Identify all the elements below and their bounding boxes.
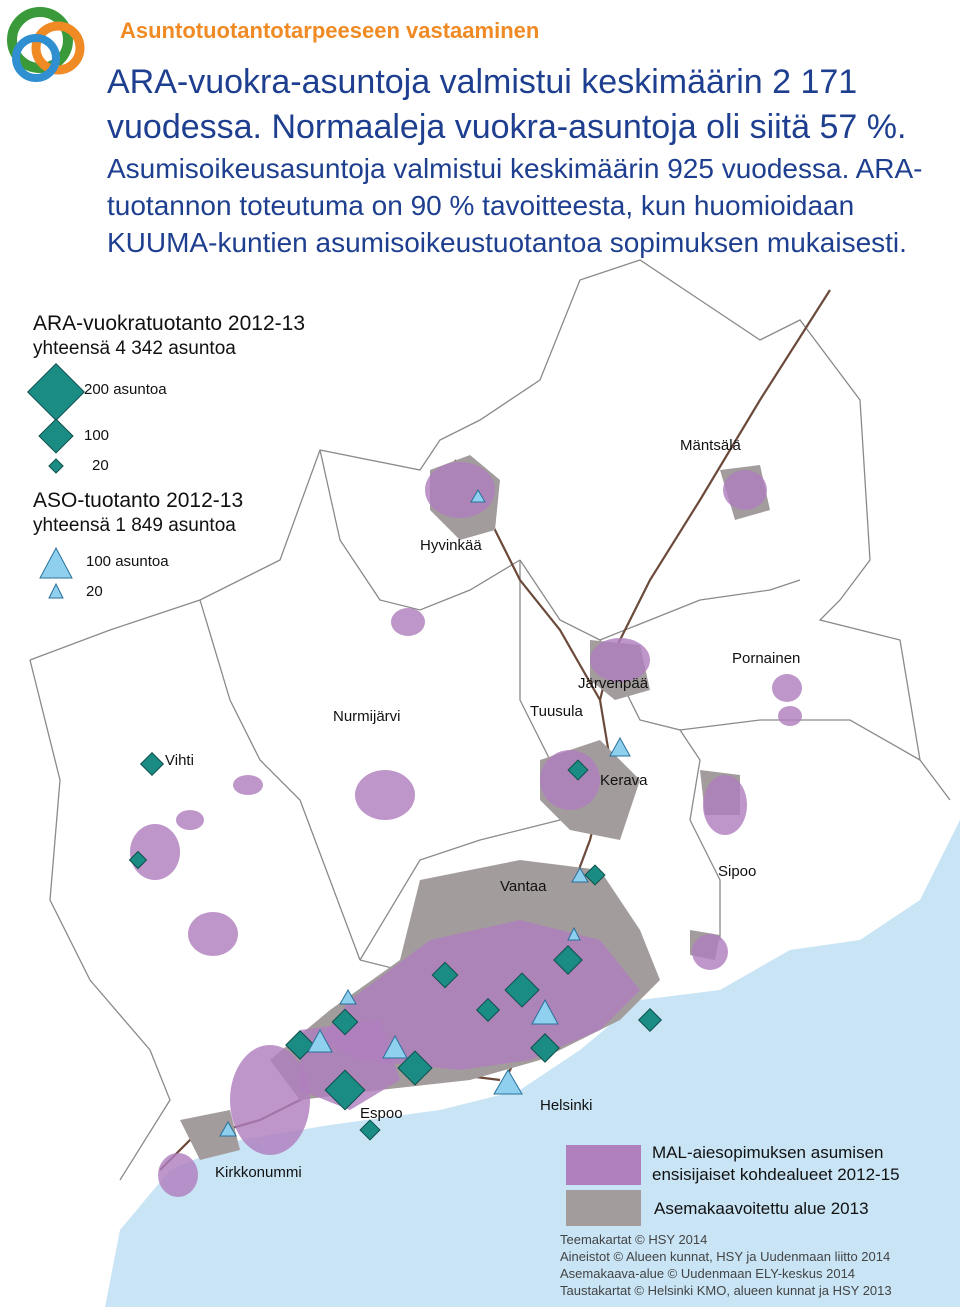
- intro: ARA-vuokra-asuntoja valmistui keskimääri…: [107, 60, 947, 261]
- place-label: Mäntsälä: [680, 437, 742, 454]
- intro-lead: ARA-vuokra-asuntoja valmistui keskimääri…: [107, 63, 907, 146]
- place-label: Tuusula: [530, 703, 583, 720]
- place-label: Hyvinkää: [420, 537, 482, 554]
- credits: Teemakartat © HSY 2014 Aineistot © Alueen…: [560, 1232, 892, 1298]
- place-label: Järvenpää: [578, 675, 649, 692]
- legend-label-box: MAL-aiesopimuksen asumisen ensisijaiset …: [652, 1143, 900, 1184]
- legend-size: 20: [92, 457, 109, 474]
- legend-swatch: [566, 1145, 641, 1185]
- legend-label: Asemakaavoitettu alue 2013: [654, 1199, 869, 1218]
- place-label: Sipoo: [718, 863, 756, 880]
- legend-total: yhteensä 4 342 asuntoa: [33, 338, 236, 359]
- place-label: Vihti: [165, 752, 194, 769]
- place-label: Pornainen: [732, 650, 800, 667]
- priority-area: [130, 462, 802, 1197]
- place-label: Vantaa: [500, 878, 547, 895]
- legend-size: 100: [84, 427, 109, 444]
- place-label: Nurmijärvi: [333, 708, 401, 725]
- logo: [7, 7, 85, 82]
- ara-symbols: [27, 363, 663, 1141]
- place-label: Kerava: [600, 772, 648, 789]
- legend-title: ARA-vuokratuotanto 2012-13: [33, 312, 305, 335]
- legend-total: yhteensä 1 849 asuntoa: [33, 515, 236, 536]
- legend-title: ASO-tuotanto 2012-13: [33, 489, 243, 512]
- legend-size: 100 asuntoa: [86, 553, 169, 570]
- credit-line: Teemakartat © HSY 2014: [560, 1232, 707, 1247]
- place-label: Helsinki: [540, 1097, 593, 1114]
- place-labels: Mäntsälä Hyvinkää Pornainen Järvenpää Tuusul…: [165, 437, 800, 1181]
- header-title: Asuntotuotantotarpeeseen vastaaminen: [120, 18, 540, 43]
- place-label: Kirkkonummi: [215, 1164, 302, 1181]
- legend-size: 200 asuntoa: [84, 381, 167, 398]
- intro-rest: Asumisoikeusasuntoja valmistui keskimäär…: [107, 153, 923, 258]
- legend-size: 20: [86, 583, 103, 600]
- place-label: Espoo: [360, 1105, 403, 1122]
- legend-label: MAL-aiesopimuksen asumisen ensisijaiset …: [652, 1143, 900, 1184]
- credit-line: Aineistot © Alueen kunnat, HSY ja Uudenm…: [560, 1249, 890, 1264]
- aso-symbols: [39, 489, 631, 1137]
- credit-line: Asemakaava-alue © Uudenmaan ELY-keskus 2…: [560, 1266, 855, 1281]
- credit-line: Taustakartat © Helsinki KMO, alueen kunn…: [560, 1283, 892, 1298]
- sea: [105, 820, 960, 1307]
- legend-swatch: [566, 1190, 641, 1226]
